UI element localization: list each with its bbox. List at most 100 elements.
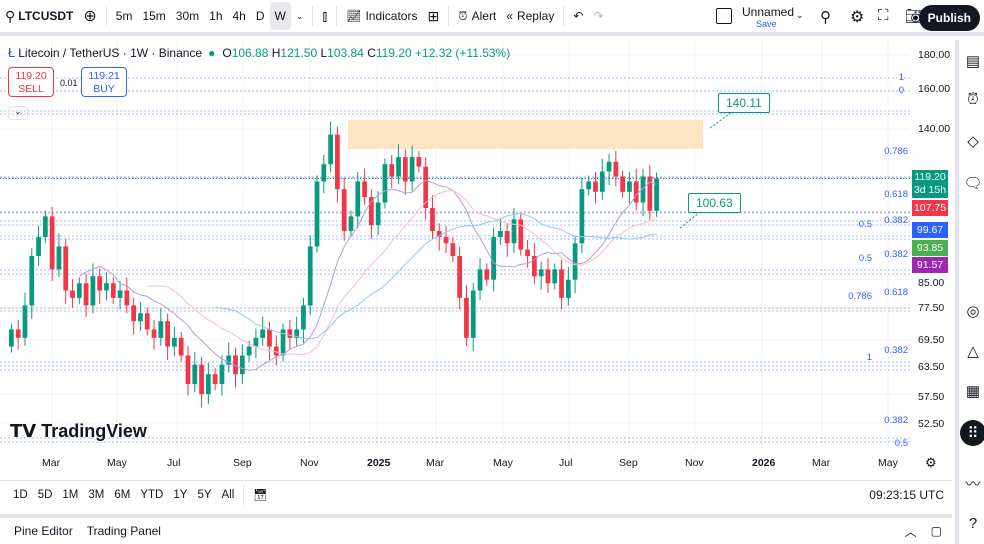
clock[interactable]: 09:23:15 UTC xyxy=(869,487,944,502)
layout-checkbox[interactable] xyxy=(716,8,732,24)
candle-body xyxy=(627,181,632,192)
time-label: Mar xyxy=(812,457,831,469)
interval-1h[interactable]: 1h xyxy=(209,9,223,23)
range-1m[interactable]: 1M xyxy=(62,488,79,501)
interval-15m[interactable]: 15m xyxy=(142,9,166,23)
time-label: Sep xyxy=(619,457,638,469)
layout-chevron-icon[interactable]: ⌄ xyxy=(796,10,804,20)
undo-icon: ↶ xyxy=(573,9,584,23)
apps-grid-icon[interactable]: ⠿ xyxy=(960,420,984,446)
templates-button[interactable]: ⊞ xyxy=(422,2,444,30)
time-label: Jul xyxy=(559,457,573,469)
chat-icon[interactable]: 🗨︎ xyxy=(963,175,983,192)
settings-gear-icon[interactable]: ⚙ xyxy=(850,9,865,26)
ideas-icon[interactable]: △ xyxy=(967,343,979,360)
watchlist-icon[interactable]: ▤ xyxy=(965,53,981,70)
collapse-legend-button[interactable]: ⌄ xyxy=(8,106,28,120)
fib-level-label: 0.786 xyxy=(884,146,908,157)
fib-level-label: 0.618 xyxy=(884,189,908,200)
tab-pine-editor[interactable]: Pine Editor xyxy=(14,524,73,538)
range-3m[interactable]: 3M xyxy=(88,488,105,501)
calendar-icon[interactable]: ▦ xyxy=(965,383,981,400)
fullscreen-icon[interactable]: ⛶ xyxy=(878,7,889,24)
range-6m[interactable]: 6M xyxy=(114,488,131,501)
candle-body xyxy=(396,157,401,177)
candle-body xyxy=(301,305,306,330)
compare-button[interactable]: ⊕ xyxy=(78,2,101,30)
candle-body xyxy=(124,290,130,306)
buy-button[interactable]: 119.21 BUY xyxy=(81,67,127,97)
range-ytd[interactable]: YTD xyxy=(140,488,164,501)
alert-button[interactable]: ⏰︎ Alert xyxy=(458,8,497,24)
undo-button[interactable]: ↶ xyxy=(568,2,588,30)
price-tag-purple: 91.57 xyxy=(912,257,948,273)
interval-w[interactable]: W xyxy=(269,2,291,30)
callout-lower[interactable]: 100.63 xyxy=(688,193,741,213)
candle-body xyxy=(355,181,361,217)
layout-name[interactable]: Unnamed Save xyxy=(742,5,795,29)
chart-legend: Ł Litecoin / TetherUS · 1W · Binance ● O… xyxy=(8,45,510,60)
publish-button[interactable]: Publish xyxy=(918,5,980,31)
candle-body xyxy=(457,256,463,298)
candle-body xyxy=(63,246,69,291)
candle-body xyxy=(389,164,395,177)
indicators-icon: 📈︎ xyxy=(346,9,362,23)
interval-d[interactable]: D xyxy=(255,9,265,23)
candle-body xyxy=(29,256,35,306)
layers-icon[interactable]: ◇ xyxy=(967,133,979,150)
signal-icon[interactable]: 〰 xyxy=(965,475,981,493)
calendar-goto-icon[interactable]: 📅︎ xyxy=(253,489,268,502)
alerts-clock-icon[interactable]: ⏰︎ xyxy=(967,90,979,108)
interval-4h[interactable]: 4h xyxy=(232,9,246,23)
right-sidebar: ▤ ⏰︎ ◇ 🗨︎ ◎ △ ▦ ⠿ 〰 ? xyxy=(955,40,984,544)
symbol-search[interactable]: ⚲ LTCUSDT xyxy=(5,7,74,24)
candle-body xyxy=(477,269,483,291)
candle-body xyxy=(83,283,89,306)
chart-type-button[interactable]: ⫾ xyxy=(317,2,332,30)
candle-body xyxy=(49,216,55,270)
candle-body xyxy=(233,355,238,375)
spread: 0.01 xyxy=(60,78,78,88)
moving-average-line xyxy=(79,179,657,371)
market-open-dot-icon: ● xyxy=(208,45,216,60)
help-icon[interactable]: ? xyxy=(968,514,978,532)
candle-body xyxy=(314,181,320,247)
candles-icon: ⫾ xyxy=(322,7,328,25)
range-1y[interactable]: 1Y xyxy=(173,488,188,501)
range-all[interactable]: All xyxy=(221,488,235,501)
candle-body xyxy=(402,157,408,182)
axis-settings-icon[interactable]: ⚙ xyxy=(925,455,937,470)
target-icon[interactable]: ◎ xyxy=(966,303,980,320)
time-label: Jul xyxy=(167,457,181,469)
candle-body xyxy=(253,337,259,347)
candle-body xyxy=(144,313,150,330)
indicators-button[interactable]: 📈︎ Indicators xyxy=(346,9,418,23)
candle-body xyxy=(572,243,578,280)
candle-body xyxy=(640,176,646,203)
candle-body xyxy=(267,329,272,347)
candle-body xyxy=(138,313,143,322)
range-1d[interactable]: 1D xyxy=(13,488,28,501)
candle-body xyxy=(165,321,170,347)
maximize-panel-icon[interactable]: ▢ xyxy=(930,524,942,538)
candle-body xyxy=(409,157,415,182)
expand-panel-icon[interactable]: ︿ xyxy=(904,524,917,539)
chart-area[interactable] xyxy=(0,40,952,510)
range-5d[interactable]: 5D xyxy=(37,488,53,501)
interval-5m[interactable]: 5m xyxy=(115,9,133,23)
price-label: 57.50 xyxy=(918,391,945,403)
interval-dropdown[interactable]: ⌄ xyxy=(291,2,309,30)
tab-trading-panel[interactable]: Trading Panel xyxy=(86,524,161,538)
replay-button[interactable]: «Replay xyxy=(506,9,555,23)
sell-button[interactable]: 119.20 SELL xyxy=(8,67,54,97)
interval-30m[interactable]: 30m xyxy=(175,9,200,23)
redo-button[interactable]: ↷ xyxy=(588,2,608,30)
quick-search-icon[interactable]: ⚲ xyxy=(820,9,831,26)
candlestick-chart[interactable] xyxy=(0,40,952,480)
candle-body xyxy=(504,231,510,244)
callout-upper[interactable]: 140.11 xyxy=(718,93,770,113)
candle-body xyxy=(430,207,435,232)
price-tag-green: 93.85 xyxy=(912,240,948,256)
range-5y[interactable]: 5Y xyxy=(197,488,212,501)
tradingview-logo[interactable]: 𝗧𝗩 TradingView xyxy=(10,421,147,441)
